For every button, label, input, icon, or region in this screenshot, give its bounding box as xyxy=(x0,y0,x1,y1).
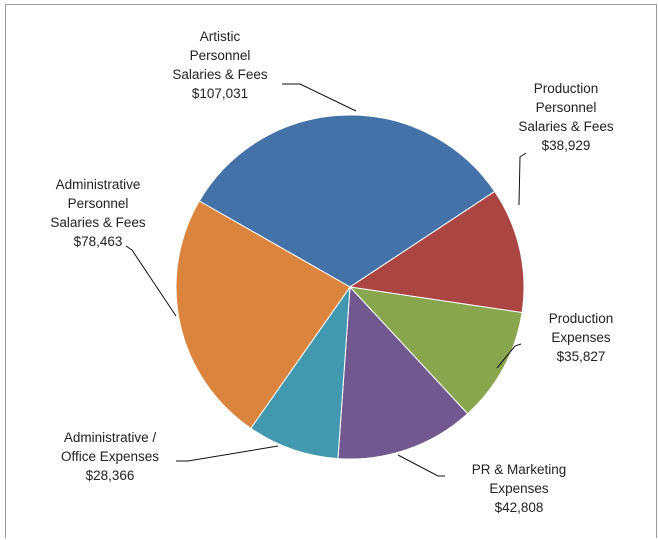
slice-label-line: Expenses xyxy=(551,330,611,345)
pie-slices xyxy=(175,114,525,460)
slice-label-line: Production xyxy=(534,81,599,96)
slice-label-line: $35,827 xyxy=(557,349,606,364)
slice-label-2: Production Expenses $35,827 xyxy=(549,311,614,364)
slice-label-line: Salaries & Fees xyxy=(172,67,268,82)
pie-slice-4 xyxy=(250,285,351,460)
slice-label-5: Administrative Personnel Salaries & Fees $7… xyxy=(50,177,146,249)
slice-label-4: Administrative / Office Expenses $28,366 xyxy=(61,430,159,483)
slice-label-line: PR & Marketing xyxy=(472,462,567,477)
leader-line-1 xyxy=(518,152,527,206)
slice-label-line: Administrative / xyxy=(64,430,157,445)
slice-label-line: Personnel xyxy=(68,196,129,211)
slice-label-line: $78,463 xyxy=(74,234,123,249)
slice-label-3: PR & Marketing Expenses $42,808 xyxy=(472,462,567,515)
slice-label-0: Artistic Personnel Salaries & Fees $107,031 xyxy=(172,29,268,101)
leader-line-4 xyxy=(176,445,279,462)
slice-label-line: $42,808 xyxy=(495,500,544,515)
slice-label-line: Personnel xyxy=(536,100,597,115)
slice-label-line: Production xyxy=(549,311,614,326)
slice-label-line: Expenses xyxy=(489,481,549,496)
pie-slice-5 xyxy=(175,200,351,429)
data-labels: Artistic Personnel Salaries & Fees $107,031… xyxy=(50,29,614,515)
slice-label-line: Personnel xyxy=(190,48,251,63)
slice-label-line: $28,366 xyxy=(86,468,135,483)
leader-line-3 xyxy=(397,454,445,477)
slice-label-line: $107,031 xyxy=(192,86,248,101)
pie-slice-3 xyxy=(337,285,469,460)
slice-label-1: Production Personnel Salaries & Fees $38,92… xyxy=(518,81,614,153)
pie-slice-0 xyxy=(198,114,496,288)
slice-label-line: Salaries & Fees xyxy=(518,119,614,134)
leader-lines xyxy=(125,83,527,477)
pie-slice-1 xyxy=(348,190,525,314)
leader-line-5 xyxy=(125,245,177,317)
slice-label-line: Administrative xyxy=(56,177,141,192)
leader-line-2 xyxy=(496,343,522,369)
slice-label-line: Office Expenses xyxy=(61,449,159,464)
slice-label-line: Salaries & Fees xyxy=(50,215,146,230)
slice-label-line: $38,929 xyxy=(542,138,591,153)
pie-slice-2 xyxy=(348,286,523,415)
leader-line-0 xyxy=(282,83,357,112)
slice-label-line: Artistic xyxy=(200,29,241,44)
